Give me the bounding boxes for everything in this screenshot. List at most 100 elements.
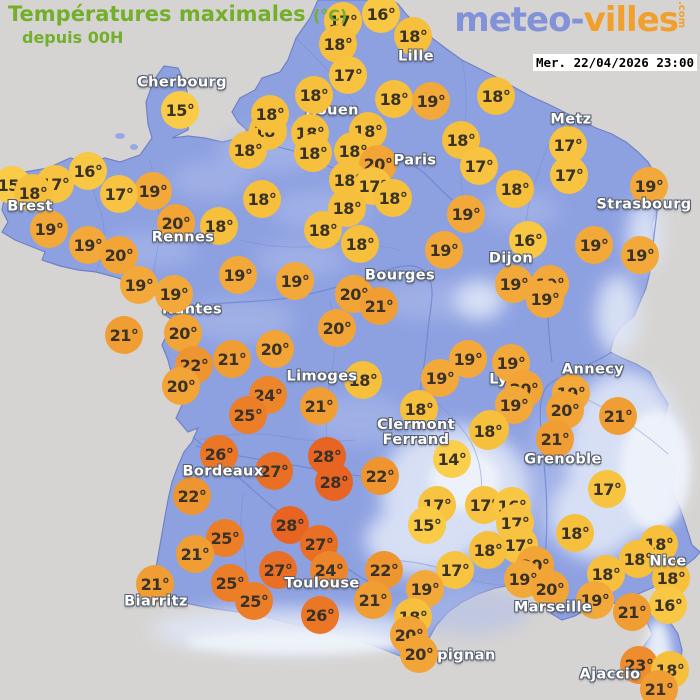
temp-bubble: 18° [344,361,382,399]
page-subtitle: depuis 00H [22,28,124,47]
temp-bubble: 18° [394,17,432,55]
temp-bubble: 18° [469,531,507,569]
city-label: Bordeaux [182,463,264,480]
temp-bubble: 19° [421,359,459,397]
temp-bubble: 18° [251,95,289,133]
temp-bubble: 19° [276,262,314,300]
temp-bubble: 25° [229,396,267,434]
temp-bubble: 20° [162,367,200,405]
temp-bubble: 18° [328,189,366,227]
logo-suffix: .com [675,0,687,29]
temp-bubble: 16° [362,0,400,33]
city-label: Marseille [513,599,593,616]
temp-bubble: 28° [308,437,346,475]
temp-bubble: 18° [640,525,678,563]
temp-bubble: 17° [588,470,626,508]
temp-bubble: 21° [360,287,398,325]
city-label: Grenoble [524,451,602,468]
temp-bubble: 14° [433,440,471,478]
temp-bubble: 18° [374,179,412,217]
temp-bubble: 18° [375,80,413,118]
temp-bubble: 19° [30,210,68,248]
temp-bubble: 21° [176,535,214,573]
city-label: Dijon [488,250,534,267]
temp-bubble: 18° [319,25,357,63]
temp-bubble: 16° [509,221,547,259]
temp-bubble: 20° [256,330,294,368]
page-title: Températures maximales (°C) [8,2,348,26]
temp-bubble: 18° [619,540,657,578]
temp-bubble: 20° [100,236,138,274]
temp-bubble: 18° [243,180,281,218]
city-label: Bourges [364,267,436,284]
temp-bubble: 26° [301,596,339,634]
city-label: Lille [398,48,434,65]
temp-bubble: 19° [575,226,613,264]
temp-bubble: 18° [556,514,594,552]
temp-bubble: 16° [69,152,107,190]
city-label: Limoges [286,368,358,385]
temp-bubble: 21° [136,565,174,603]
temp-bubble: 20° [531,570,569,608]
temp-bubble: 19° [120,266,158,304]
temp-bubble: 21° [213,340,251,378]
temp-bubble: 18° [294,134,332,172]
city-label: Paris [393,152,437,169]
temp-bubble: 21° [300,387,338,425]
temp-bubble: 26° [200,435,238,473]
temp-bubble: 19° [621,236,659,274]
temp-bubble: 24° [310,551,348,589]
temp-bubble: 19° [630,167,668,205]
temp-bubble: 19° [576,581,614,619]
city-label: Ajaccio [579,666,641,683]
temp-bubble: 21° [105,316,143,354]
temp-bubble: 16° [649,586,687,624]
temp-bubble: 18° [477,77,515,115]
timestamp-badge: Mer. 22/04/2026 23:00 [532,54,697,71]
title-unit: (°C) [312,6,348,25]
temp-bubble: 18° [229,131,267,169]
temp-bubble: 17° [329,56,367,94]
temp-bubble: 25° [235,582,273,620]
temp-bubble: 21° [536,420,574,458]
city-label: Annecy [561,361,625,378]
temp-bubble: 18° [400,390,438,428]
temp-bubble: 17° [550,156,588,194]
temp-bubble: 22° [361,457,399,495]
temp-bubble: 18° [304,211,342,249]
temp-bubble: 18° [469,412,507,450]
temp-bubble: 27° [255,452,293,490]
temp-bubble: 21° [640,670,678,700]
city-label: Clermont Ferrand [376,416,456,448]
temp-bubble: 17° [436,551,474,589]
temp-bubble: 18° [14,174,52,212]
temp-bubble: 22° [173,477,211,515]
city-label: Rennes [151,229,215,246]
temp-bubble: 17° [460,147,498,185]
temp-bubble: 27° [259,551,297,589]
logo-part-orange: villes [583,0,679,40]
channel-island [130,144,138,150]
temp-bubble: 18° [587,555,625,593]
temp-bubble: 19° [412,82,450,120]
temp-bubble: 19° [155,275,193,313]
city-label: Nice [649,553,687,570]
city-label: Biarritz [124,593,188,610]
temp-bubble: 17° [100,175,138,213]
temp-bubble: 18° [200,207,238,245]
temp-bubble: 19° [425,231,463,269]
city-label: Metz [550,111,592,128]
temp-bubble: 20° [400,635,438,673]
temp-bubble: 21° [613,593,651,631]
temp-bubble: 19° [447,195,485,233]
temp-bubble: 15° [161,91,199,129]
temp-bubble: 15° [408,506,446,544]
temp-bubble: 19° [526,280,564,318]
meteo-villes-logo: meteo-villes .com [454,0,687,40]
city-label: Brest [7,198,53,215]
temp-bubble: 18° [295,76,333,114]
city-label: Strasbourg [596,196,692,213]
temp-bubble: 19° [219,256,257,294]
temp-bubble: 19° [134,172,172,210]
